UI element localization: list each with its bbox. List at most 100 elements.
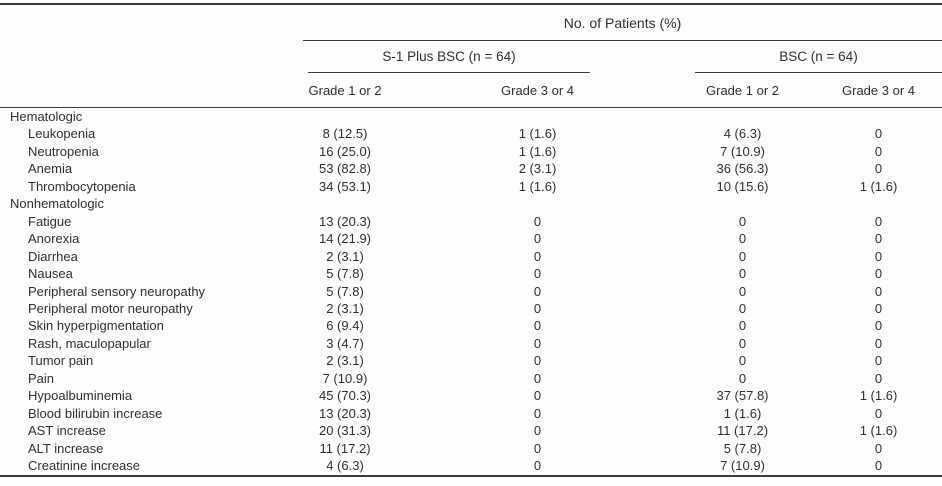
table-row: Leukopenia 8 (12.5) 1 (1.6) 4 (6.3) 0 [0,125,942,142]
cell-value: 0 [533,335,542,351]
cell-value: 0 [738,370,747,386]
row-label: Neutropenia [28,143,99,159]
row-label: Diarrhea [28,248,78,264]
header-corner-cell [0,73,285,108]
cell-value [405,195,670,212]
cell-value: 2 (3.1) [326,353,364,369]
cell-value: 0 [874,440,883,456]
section-row: Hematologic [0,108,942,126]
cell-value: 2 (3.1) [518,161,557,177]
section-row: Nonhematologic [0,195,942,212]
cell-value: 37 (57.8) [716,388,769,404]
column-header-grade-3-4-bsc: Grade 3 or 4 [815,73,942,108]
cell-value: 0 [874,300,883,316]
cell-value: 0 [738,283,747,299]
table-row: ALT increase 11 (17.2) 0 5 (7.8) 0 [0,440,942,457]
cell-value: 8 (12.5) [322,126,368,142]
cell-value: 45 (70.3) [318,388,372,404]
cell-value: 0 [874,283,883,299]
cell-value [670,108,815,126]
cell-value: 0 [533,318,542,334]
cell-value: 0 [533,266,542,282]
cell-value: 16 (25.0) [318,143,372,159]
cell-value: 0 [874,161,883,177]
table-row: Anemia 53 (82.8) 2 (3.1) 36 (56.3) 0 [0,160,942,177]
cell-value: 0 [533,248,542,264]
cell-value: 0 [738,300,747,316]
column-header-grade-1-2-s1: Grade 1 or 2 [285,73,405,108]
cell-value: 1 (1.6) [859,388,898,404]
cell-value: 20 (31.3) [318,423,372,439]
cell-value [815,108,942,126]
row-label: Tumor pain [28,353,94,369]
cell-value: 0 [738,335,747,351]
row-label: Rash, maculopapular [28,335,151,351]
cell-value: 0 [738,353,747,369]
cell-value: 34 (53.1) [318,178,372,194]
row-label: Leukopenia [28,126,96,142]
cell-value: 1 (1.6) [518,178,557,194]
cell-value: 4 (6.3) [326,458,364,474]
table-row: Creatinine increase 4 (6.3) 0 7 (10.9) 0 [0,457,942,475]
cell-value: 13 (20.3) [318,405,372,421]
cell-value: 7 (10.9) [720,458,765,474]
cell-value: 14 (21.9) [318,231,372,247]
cell-value: 0 [874,405,883,421]
cell-value: 0 [874,248,883,264]
cell-value [285,108,405,126]
row-label: Peripheral sensory neuropathy [28,283,206,299]
table-row: Skin hyperpigmentation 6 (9.4) 0 0 0 [0,317,942,334]
row-label: ALT increase [28,440,104,456]
cell-value: 1 (1.6) [723,405,762,421]
cell-value: 5 (7.8) [723,440,762,456]
cell-value: 0 [533,405,542,421]
cell-value: 0 [874,266,883,282]
cell-value [670,195,815,212]
table-row: Diarrhea 2 (3.1) 0 0 0 [0,248,942,265]
cell-value: 0 [738,266,747,282]
row-label: Peripheral motor neuropathy [28,300,193,316]
cell-value [285,195,405,212]
cell-value: 5 (7.8) [326,266,364,282]
cell-value: 2 (3.1) [326,248,364,264]
cell-value: 1 (1.6) [518,143,557,159]
row-label: Blood bilirubin increase [28,405,163,421]
cell-value: 0 [533,388,542,404]
cell-value: 53 (82.8) [318,161,372,177]
row-label: Anorexia [28,231,80,247]
table-row: Thrombocytopenia 34 (53.1) 1 (1.6) 10 (15.6… [0,178,942,195]
row-label: Nonhematologic [10,196,104,212]
cell-value: 0 [874,231,883,247]
cell-value: 0 [738,231,747,247]
cell-value: 0 [533,458,542,474]
cell-value: 36 (56.3) [716,161,769,177]
row-label: Anemia [28,161,73,177]
table-row: Nausea 5 (7.8) 0 0 0 [0,265,942,282]
row-label: Hematologic [10,109,83,124]
table-row: Peripheral sensory neuropathy 5 (7.8) 0 0 0 [0,283,942,300]
cell-value: 0 [533,231,542,247]
row-label: Pain [28,370,55,386]
cell-value: 0 [738,248,747,264]
cell-value: 0 [738,213,747,229]
row-label: Skin hyperpigmentation [28,318,164,334]
row-label: Nausea [28,266,73,282]
table-row: Hypoalbuminemia 45 (70.3) 0 37 (57.8) 1 (1.6… [0,387,942,404]
cell-value: 7 (10.9) [322,370,368,386]
cell-value: 0 [874,126,883,142]
cell-value: 10 (15.6) [716,178,769,194]
cell-value: 0 [533,300,542,316]
cell-value: 0 [533,423,542,439]
cell-value: 0 [874,458,883,474]
row-label: AST increase [28,423,106,439]
row-label: Thrombocytopenia [28,178,136,194]
group-header-bsc: BSC (n = 64) [695,41,942,73]
table-row: Anorexia 14 (21.9) 0 0 0 [0,230,942,247]
row-label: Hypoalbuminemia [28,388,133,404]
no-of-patients-header: No. of Patients (%) [303,5,942,41]
cell-value: 2 (3.1) [326,300,364,316]
cell-value: 0 [874,353,883,369]
table-row: Peripheral motor neuropathy 2 (3.1) 0 0 0 [0,300,942,317]
cell-value: 0 [874,335,883,351]
